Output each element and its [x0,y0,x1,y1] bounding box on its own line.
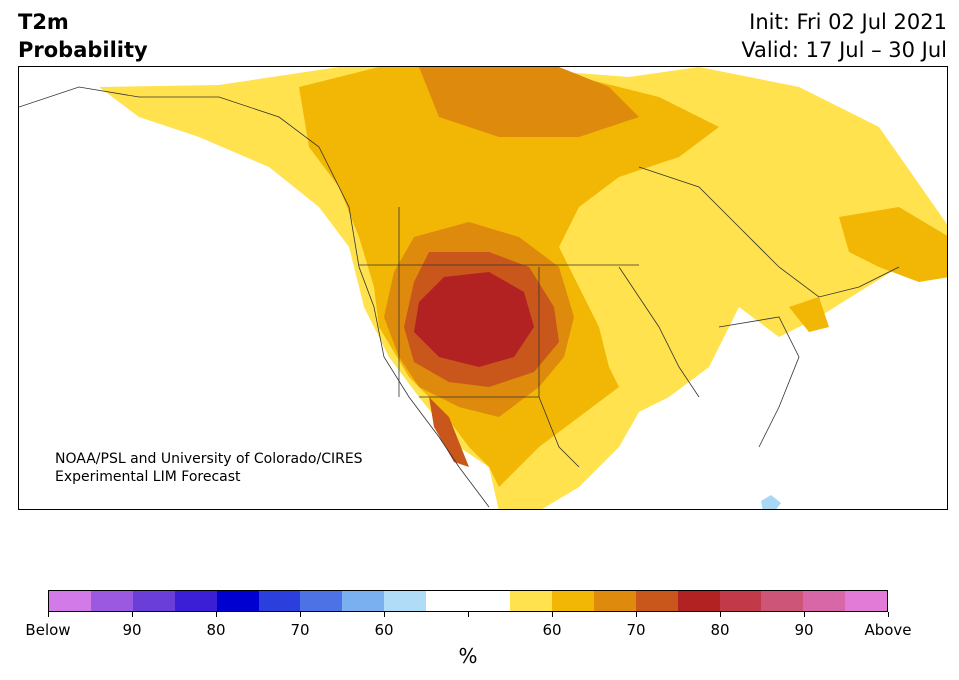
map-canvas [19,67,947,509]
colorbar-segment [761,591,804,611]
colorbar-tick-label: 70 [290,621,310,639]
colorbar-tick [131,612,133,617]
colorbar-segment [258,591,301,611]
colorbar-segment [216,591,259,611]
colorbar-segment [426,591,469,611]
colorbar-segment [342,591,385,611]
date-info: Init: Fri 02 Jul 2021 Valid: 17 Jul – 30… [741,8,947,64]
valid-range: Valid: 17 Jul – 30 Jul [741,38,947,62]
colorbar-segment [174,591,217,611]
colorbar-tick [299,612,301,617]
colorbar-segment [49,591,91,611]
colorbar-segment [803,591,846,611]
colorbar-segment [845,591,888,611]
colorbar-unit: % [458,644,478,668]
colorbar-tick-label: Above [864,621,912,639]
colorbar-segment [635,591,678,611]
colorbar-segment [384,591,427,611]
prob-region-northeast [789,207,947,332]
init-date: Init: Fri 02 Jul 2021 [749,10,947,34]
colorbar [48,590,888,612]
colorbar-tick-label: 70 [626,621,646,639]
colorbar-segment [719,591,762,611]
colorbar-tick [551,612,553,617]
colorbar-segment [593,591,636,611]
colorbar-segment [468,591,510,611]
prob-region-below55 [761,495,781,509]
credit-text: NOAA/PSL and University of Colorado/CIRE… [55,450,363,486]
colorbar-segment [90,591,133,611]
colorbar-tick-label: 90 [122,621,142,639]
colorbar-tick-label: Below [25,621,71,639]
colorbar-tick [719,612,721,617]
colorbar-tick-label: 90 [794,621,814,639]
colorbar-tick [215,612,217,617]
colorbar-segment [551,591,594,611]
variable-label: T2m [18,10,69,34]
colorbar-tick [47,612,49,617]
colorbar-segment [677,591,720,611]
colorbar-tick-label: 80 [206,621,226,639]
colorbar-tick-label: 80 [710,621,730,639]
credit-line-1: NOAA/PSL and University of Colorado/CIRE… [55,451,363,467]
probability-map [18,66,948,510]
colorbar-segment [132,591,175,611]
colorbar-tick-label: 60 [542,621,562,639]
colorbar-tick [383,612,385,617]
colorbar-tick-label: 60 [374,621,394,639]
map-borders [19,86,900,508]
colorbar-tick [887,612,889,617]
colorbar-tick [467,612,469,617]
colorbar-tick [635,612,637,617]
colorbar-segment [300,591,343,611]
prob-region-above80 [414,272,534,367]
colorbar-tick [803,612,805,617]
subtitle-label: Probability [18,38,148,62]
colorbar-segment [509,591,552,611]
credit-line-2: Experimental LIM Forecast [55,469,241,485]
map-title: T2m Probability [18,8,148,64]
